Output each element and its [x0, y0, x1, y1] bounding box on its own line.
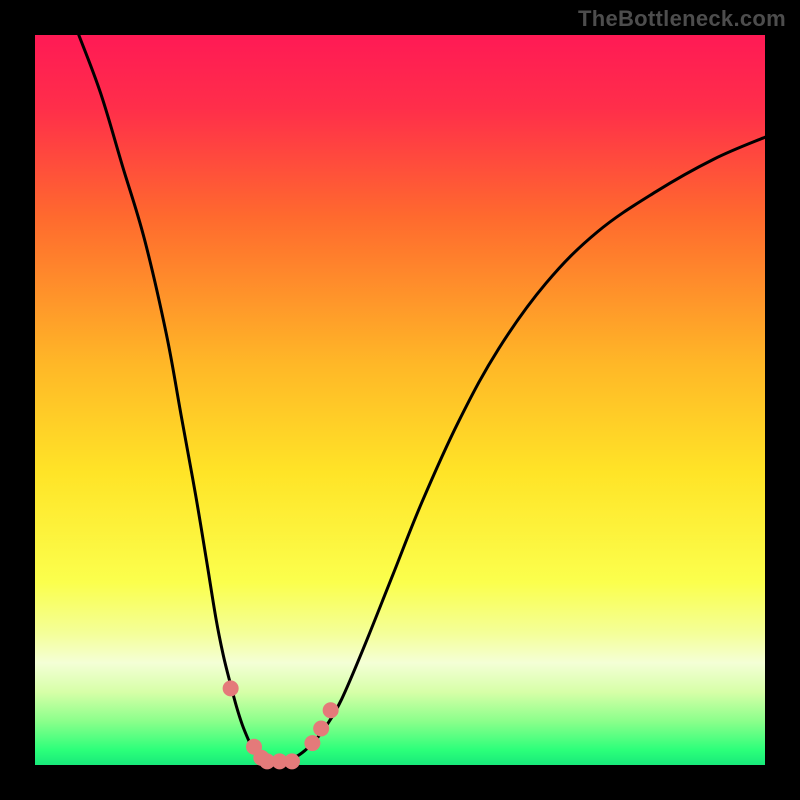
marker-point — [304, 735, 320, 751]
marker-point — [284, 753, 300, 769]
marker-point — [313, 721, 329, 737]
marker-point — [223, 680, 239, 696]
watermark-text: TheBottleneck.com — [578, 6, 786, 32]
chart-stage: TheBottleneck.com — [0, 0, 800, 800]
marker-point — [323, 702, 339, 718]
chart-svg — [0, 0, 800, 800]
plot-area — [35, 35, 765, 765]
